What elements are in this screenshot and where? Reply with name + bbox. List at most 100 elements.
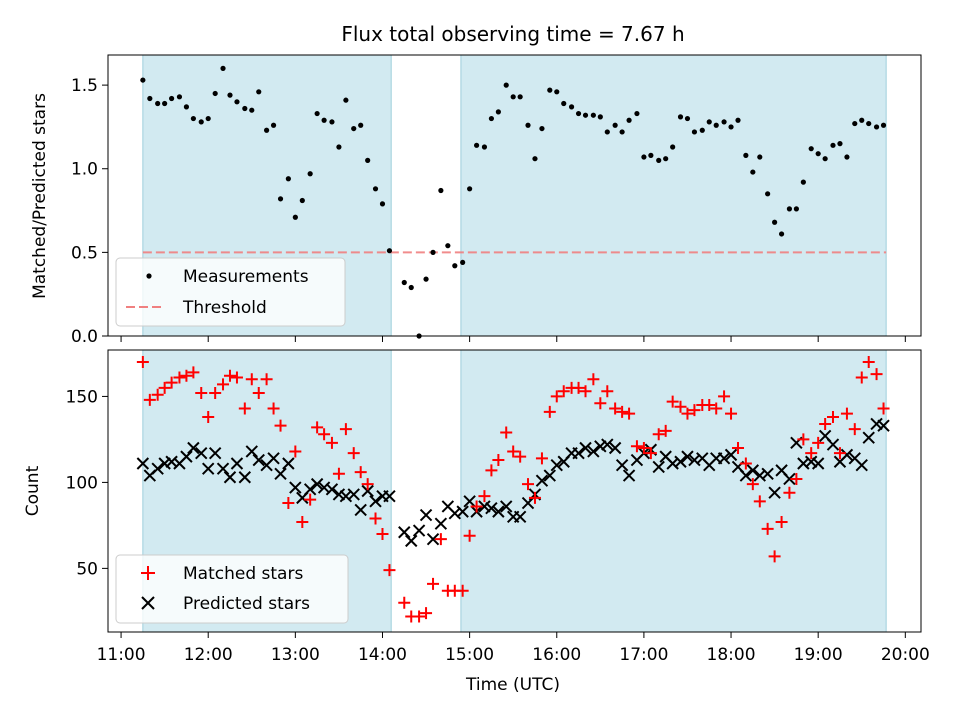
- predicted-point: [354, 503, 367, 517]
- matched-point: [252, 386, 265, 399]
- predicted-point: [840, 448, 854, 462]
- matched-point: [311, 421, 324, 434]
- measurement-point: [750, 169, 756, 175]
- y-tick-label: 100: [66, 473, 98, 493]
- matched-point: [790, 472, 803, 485]
- matched-point: [688, 404, 701, 417]
- x-tick-label: 15:00: [445, 645, 494, 665]
- matched-point: [659, 424, 672, 437]
- measurement-point: [263, 127, 270, 133]
- predicted-point: [855, 458, 868, 472]
- measurement-point: [670, 144, 676, 150]
- measurement-point: [467, 186, 473, 192]
- bottom-legend-box: [115, 554, 349, 624]
- y-tick-label: 50: [76, 559, 98, 579]
- predicted-point: [405, 534, 418, 548]
- predicted-point: [724, 448, 738, 462]
- matched-point: [195, 386, 208, 399]
- measurement-point: [757, 154, 763, 160]
- y-tick-label: 150: [66, 387, 98, 407]
- measurement-point: [445, 243, 451, 249]
- measurement-point: [292, 214, 298, 220]
- measurement-point: [212, 90, 218, 97]
- matched-point: [209, 386, 222, 399]
- predicted-point: [862, 431, 875, 444]
- matched-point: [463, 529, 476, 542]
- matched-point: [739, 457, 752, 470]
- measurement-point: [808, 146, 814, 152]
- predicted-point: [187, 441, 200, 455]
- matched-point: [710, 402, 723, 415]
- measurement-point: [641, 154, 647, 160]
- matched-point: [260, 373, 273, 386]
- predicted-point: [521, 496, 535, 510]
- predicted-point: [361, 484, 374, 498]
- measurement-point: [612, 122, 618, 128]
- predicted-point: [463, 495, 476, 508]
- predicted-point: [739, 469, 753, 482]
- measurement-point: [706, 119, 712, 125]
- predicted-point: [274, 467, 287, 481]
- measurement-point: [329, 119, 335, 125]
- matched-point: [652, 428, 665, 441]
- measurement-point: [626, 117, 632, 123]
- legend-matched-marker: [141, 566, 155, 580]
- predicted-point: [492, 505, 505, 518]
- matched-point: [470, 500, 483, 513]
- measurement-point: [852, 120, 858, 127]
- predicted-point: [245, 445, 258, 458]
- matched-point: [296, 515, 309, 528]
- matched-point: [223, 369, 236, 382]
- measurement-point: [423, 276, 429, 282]
- predicted-point: [550, 458, 563, 472]
- measurement-point: [822, 156, 828, 162]
- measurement-point: [314, 110, 320, 117]
- measurement-point: [525, 122, 531, 128]
- matched-point: [703, 399, 716, 412]
- matched-point: [217, 378, 230, 391]
- matched-point: [587, 373, 600, 386]
- matched-point: [427, 577, 440, 590]
- measurement-point: [575, 110, 582, 117]
- predicted-point: [216, 462, 230, 475]
- measurement-point: [793, 206, 799, 212]
- predicted-point: [572, 446, 585, 460]
- top-panel: 0.0 0.5 1.0 1.5 Matched/Predicted stars Mea…: [30, 54, 922, 347]
- matched-point: [579, 385, 592, 398]
- measurement-point: [800, 179, 806, 185]
- matched-point: [550, 390, 563, 403]
- measurement-point: [183, 104, 190, 110]
- matched-point: [840, 407, 853, 420]
- matched-point: [369, 512, 382, 525]
- predicted-point: [783, 472, 796, 486]
- matched-point: [165, 376, 178, 389]
- measurement-point: [778, 231, 785, 237]
- measurement-point: [140, 77, 146, 83]
- predicted-points: [136, 417, 890, 548]
- x-tick-label: 19:00: [794, 645, 843, 665]
- measurement-point: [721, 119, 727, 125]
- matched-point: [594, 397, 607, 410]
- matched-point: [674, 400, 687, 413]
- matched-point: [666, 395, 679, 408]
- matched-point: [746, 478, 759, 491]
- matched-point: [609, 402, 622, 415]
- measurement-point: [336, 144, 342, 150]
- measurement-point: [547, 87, 553, 93]
- top-shaded-spans: [142, 54, 887, 337]
- bottom-y-ticks: 50 100 150: [66, 387, 108, 579]
- matched-point: [775, 515, 788, 528]
- matched-point: [434, 533, 447, 546]
- measurement-point: [190, 115, 196, 122]
- measurement-point: [343, 97, 349, 103]
- matched-point: [514, 450, 527, 463]
- top-y-ticks: 0.0 0.5 1.0 1.5: [71, 76, 108, 347]
- top-y-axis-label: Matched/Predicted stars: [30, 93, 50, 299]
- measurement-point: [321, 117, 327, 123]
- measurement-point: [844, 154, 850, 160]
- matched-point: [718, 390, 731, 403]
- predicted-point: [877, 419, 890, 432]
- predicted-point: [622, 469, 636, 482]
- matched-point: [304, 493, 317, 506]
- matched-point: [725, 407, 738, 420]
